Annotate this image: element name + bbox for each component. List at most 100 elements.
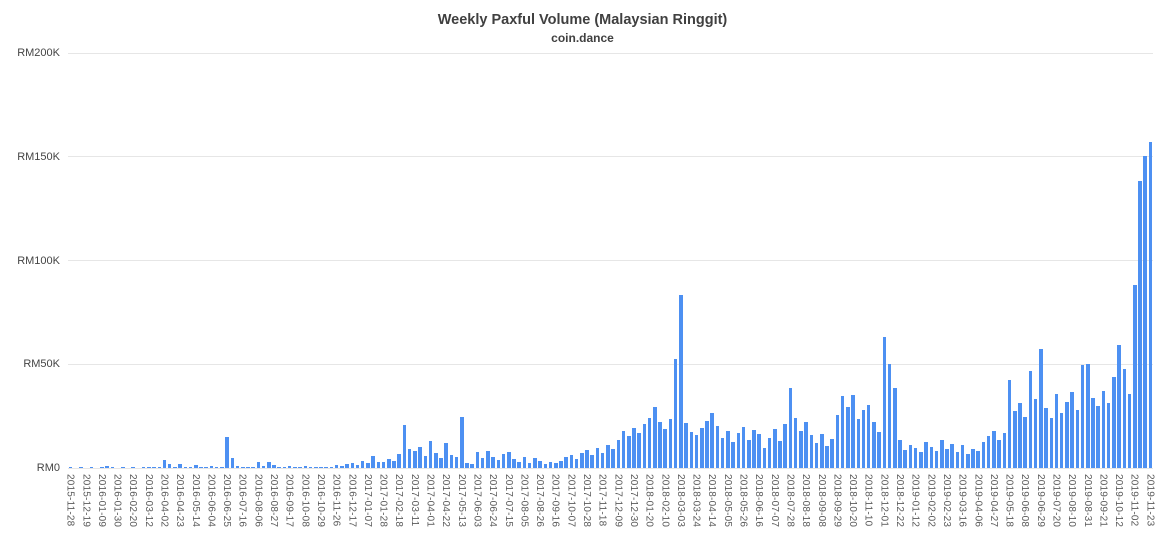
volume-bar[interactable] (475, 452, 480, 468)
volume-bar[interactable] (89, 467, 94, 468)
volume-bar[interactable] (293, 467, 297, 468)
volume-bar[interactable] (840, 395, 845, 468)
volume-bar[interactable] (141, 467, 146, 468)
volume-bar[interactable] (402, 425, 407, 468)
volume-bar[interactable] (553, 463, 558, 468)
volume-bar[interactable] (251, 466, 255, 468)
volume-bar[interactable] (1002, 432, 1007, 468)
volume-bar[interactable] (324, 466, 328, 468)
volume-bar[interactable] (194, 465, 198, 468)
volume-bar[interactable] (955, 452, 960, 468)
volume-bar[interactable] (966, 453, 970, 468)
volume-bar[interactable] (908, 444, 913, 468)
volume-bar[interactable] (856, 419, 861, 468)
volume-bar[interactable] (360, 460, 365, 468)
volume-bar[interactable] (585, 450, 589, 468)
volume-bar[interactable] (590, 455, 595, 468)
volume-bar[interactable] (433, 453, 438, 468)
volume-bar[interactable] (700, 428, 704, 468)
volume-bar[interactable] (439, 458, 443, 468)
volume-bar[interactable] (256, 461, 261, 468)
volume-bar[interactable] (606, 444, 610, 468)
volume-bar[interactable] (580, 452, 584, 468)
volume-bar[interactable] (277, 466, 282, 468)
volume-bar[interactable] (981, 441, 986, 468)
volume-bar[interactable] (976, 451, 981, 468)
volume-bar[interactable] (997, 440, 1001, 468)
volume-bar[interactable] (872, 422, 876, 468)
volume-bar[interactable] (282, 467, 287, 468)
volume-bar[interactable] (919, 451, 923, 468)
volume-bar[interactable] (668, 418, 673, 468)
volume-bar[interactable] (611, 449, 615, 468)
volume-bar[interactable] (939, 439, 944, 468)
volume-bar[interactable] (449, 454, 454, 468)
volume-bar[interactable] (105, 465, 109, 468)
volume-bar[interactable] (340, 465, 344, 468)
volume-bar[interactable] (1012, 410, 1017, 468)
volume-bar[interactable] (486, 451, 490, 468)
volume-bar[interactable] (736, 433, 741, 468)
volume-bar[interactable] (752, 430, 756, 468)
volume-bar[interactable] (543, 463, 548, 468)
volume-bar[interactable] (178, 464, 182, 468)
volume-bar[interactable] (595, 447, 600, 468)
volume-bar[interactable] (799, 431, 803, 468)
volume-bar[interactable] (204, 467, 208, 468)
volume-bar[interactable] (491, 456, 495, 468)
volume-bar[interactable] (267, 461, 271, 468)
volume-bar[interactable] (152, 466, 156, 468)
volume-bar[interactable] (183, 467, 188, 468)
volume-bar[interactable] (246, 467, 250, 468)
volume-bar[interactable] (157, 467, 162, 468)
volume-bar[interactable] (1070, 392, 1074, 468)
volume-bar[interactable] (214, 466, 219, 468)
volume-bar[interactable] (929, 446, 934, 468)
volume-bar[interactable] (835, 414, 840, 468)
volume-bar[interactable] (371, 455, 375, 468)
volume-bar[interactable] (240, 466, 245, 468)
volume-bar[interactable] (960, 445, 965, 468)
volume-bar[interactable] (428, 441, 433, 468)
volume-bar[interactable] (715, 426, 720, 468)
volume-bar[interactable] (877, 431, 881, 468)
volume-bar[interactable] (387, 459, 391, 468)
volume-bar[interactable] (830, 439, 834, 468)
volume-bar[interactable] (694, 435, 699, 468)
volume-bar[interactable] (298, 466, 302, 468)
volume-bar[interactable] (1117, 345, 1121, 468)
volume-bar[interactable] (1086, 363, 1090, 468)
volume-bar[interactable] (814, 442, 819, 468)
volume-bar[interactable] (308, 467, 313, 468)
volume-bar[interactable] (1075, 409, 1080, 468)
volume-bar[interactable] (167, 463, 172, 468)
volume-bar[interactable] (788, 387, 793, 468)
volume-bar[interactable] (225, 437, 229, 468)
volume-bar[interactable] (653, 406, 657, 468)
volume-bar[interactable] (261, 465, 266, 468)
volume-bar[interactable] (773, 429, 777, 468)
volume-bar[interactable] (68, 467, 73, 468)
volume-bar[interactable] (778, 441, 782, 468)
volume-bar[interactable] (741, 427, 746, 468)
volume-bar[interactable] (188, 466, 193, 468)
volume-bar[interactable] (1112, 377, 1116, 468)
volume-bar[interactable] (209, 466, 214, 468)
volume-bar[interactable] (329, 466, 334, 468)
volume-bar[interactable] (950, 443, 954, 468)
volume-bar[interactable] (903, 449, 907, 468)
volume-bar[interactable] (1065, 402, 1069, 468)
volume-bar[interactable] (366, 463, 370, 468)
volume-bar[interactable] (548, 462, 553, 468)
volume-bar[interactable] (110, 467, 115, 468)
volume-bar[interactable] (825, 445, 829, 468)
volume-bar[interactable] (861, 410, 866, 468)
volume-bar[interactable] (783, 423, 788, 468)
volume-bar[interactable] (1059, 412, 1064, 468)
volume-bar[interactable] (407, 448, 412, 468)
volume-bar[interactable] (851, 394, 855, 468)
volume-bar[interactable] (334, 465, 339, 468)
volume-bar[interactable] (538, 460, 542, 468)
volume-bar[interactable] (413, 451, 417, 468)
volume-bar[interactable] (637, 433, 641, 468)
